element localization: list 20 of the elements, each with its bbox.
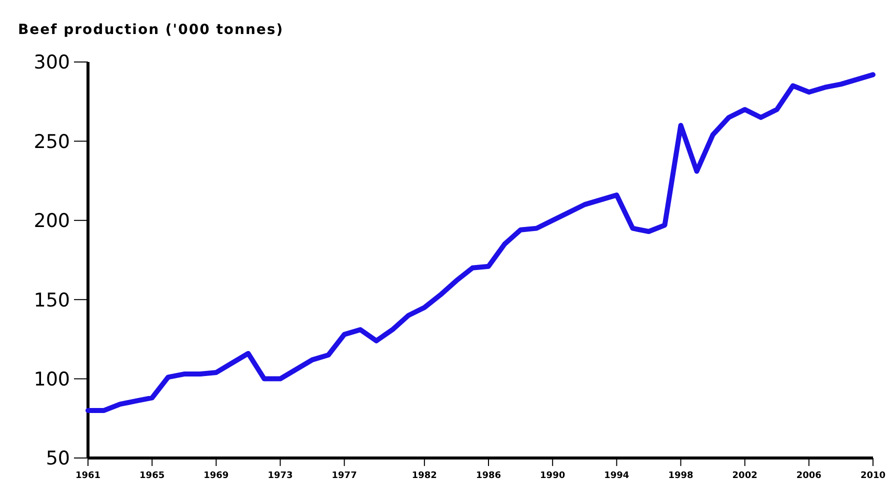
x-tick-label: 1977 [332, 471, 357, 481]
x-tick-label: 1969 [204, 471, 229, 481]
y-tick-label: 200 [34, 210, 70, 232]
chart-title: Beef production ('000 tonnes) [18, 22, 284, 38]
x-tick-label: 1973 [268, 471, 293, 481]
x-tick-label: 1990 [540, 471, 566, 481]
x-tick-label: 1994 [604, 471, 630, 481]
y-tick-label: 100 [34, 368, 70, 390]
y-tick-label: 300 [34, 52, 70, 74]
y-tick-label: 150 [34, 289, 70, 312]
x-tick-label: 1965 [140, 471, 165, 481]
x-tick-label: 2010 [860, 471, 886, 481]
y-tick-label: 50 [46, 448, 70, 470]
y-tick-label: 250 [34, 130, 70, 153]
x-tick-label: 1998 [668, 471, 694, 481]
x-tick-label: 2002 [732, 471, 758, 481]
x-tick-label: 1961 [75, 471, 101, 481]
x-tick-label: 1982 [412, 471, 437, 481]
x-tick-label: 1986 [476, 471, 502, 481]
x-tick-label: 2006 [796, 471, 822, 481]
